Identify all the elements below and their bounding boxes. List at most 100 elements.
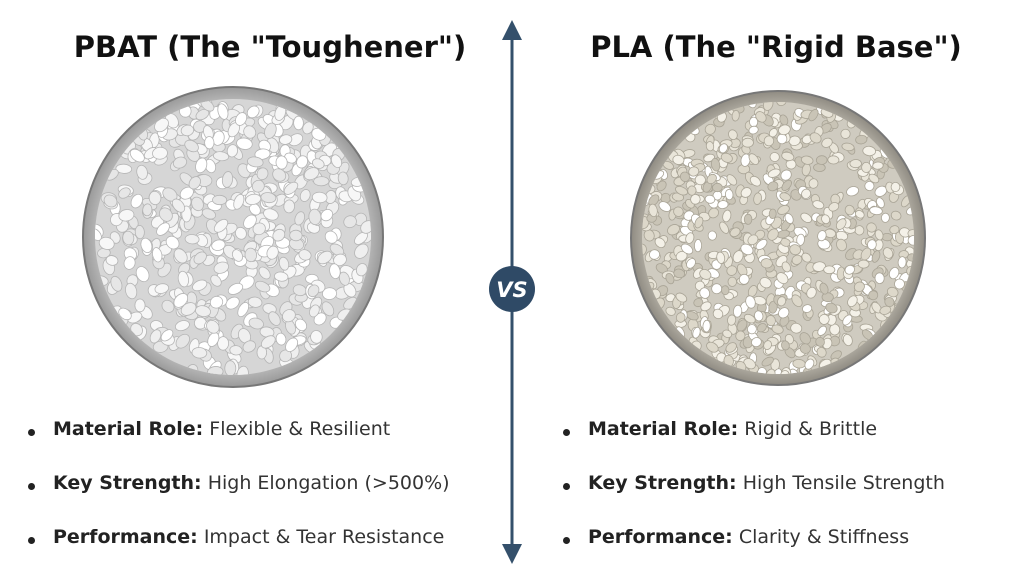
pellet <box>134 225 145 240</box>
pellet <box>769 152 780 162</box>
pellet <box>862 145 876 157</box>
pellet <box>254 148 271 160</box>
pellet <box>827 155 840 165</box>
pellet <box>103 194 118 208</box>
pellet <box>778 124 791 136</box>
pellet <box>840 128 851 139</box>
pellet <box>272 228 286 242</box>
pellet <box>337 171 349 186</box>
pellet <box>171 198 186 213</box>
pellet <box>836 238 847 252</box>
bullet-item: Key Strength: High Elongation (>500%) <box>28 472 450 526</box>
bullet-label: Performance: <box>53 526 198 548</box>
pellet <box>780 169 792 181</box>
pellet <box>767 181 779 192</box>
pellet <box>778 307 790 319</box>
pellet <box>212 151 230 162</box>
pellet <box>740 187 752 198</box>
pellet <box>665 293 676 303</box>
pellet <box>759 277 772 289</box>
pellet <box>294 211 306 226</box>
pellet <box>303 167 320 181</box>
pellet <box>693 239 703 253</box>
bullet-item: Performance: Clarity & Stiffness <box>563 526 945 580</box>
pellet <box>687 185 697 196</box>
pellet <box>329 243 345 256</box>
pellet <box>743 213 753 225</box>
pellet <box>154 283 170 294</box>
bullet-label: Key Strength: <box>53 472 202 494</box>
pellet <box>343 215 357 229</box>
pellet <box>771 324 784 334</box>
pellet <box>263 208 279 221</box>
pellet <box>667 224 680 236</box>
arrow-head <box>502 20 522 40</box>
bullet-text: Clarity & Stiffness <box>738 526 910 548</box>
pellet <box>705 141 715 152</box>
pellet <box>860 247 872 261</box>
pellet <box>864 181 875 192</box>
left-title: PBAT (The "Toughener") <box>73 30 467 64</box>
pellet <box>247 296 263 308</box>
pellet <box>217 336 230 351</box>
pellet <box>751 337 762 348</box>
pellet <box>889 225 900 235</box>
pellet <box>747 234 759 246</box>
vs-label: VS <box>496 278 527 302</box>
pellet <box>675 186 688 196</box>
pellet <box>868 290 879 301</box>
pellet <box>226 144 239 158</box>
pellet <box>195 305 211 317</box>
pellet <box>260 192 277 204</box>
pellet <box>809 132 822 144</box>
bullet-item: Performance: Impact & Tear Resistance <box>28 526 450 580</box>
pellet <box>866 222 877 233</box>
pellet <box>791 294 803 307</box>
pellet <box>235 112 248 126</box>
right-bullets: Material Role: Rigid & Brittle Key Streng… <box>563 418 945 580</box>
pellet <box>180 302 197 316</box>
pellet <box>808 108 819 122</box>
pellet <box>755 111 767 123</box>
pellet <box>152 146 168 160</box>
pellet <box>648 203 658 218</box>
pellet <box>690 194 701 205</box>
pellet <box>808 178 819 189</box>
pellet <box>821 214 831 225</box>
pellet <box>338 271 350 286</box>
pellet <box>741 137 754 148</box>
pellet <box>847 295 858 308</box>
pellet <box>748 153 760 165</box>
pellet <box>874 272 885 284</box>
pellet <box>688 166 700 177</box>
pellet <box>806 286 817 299</box>
pellet <box>193 251 207 265</box>
pellet <box>699 268 712 280</box>
pellet <box>313 176 330 187</box>
pellet <box>812 261 826 272</box>
pellet <box>722 329 733 339</box>
pellet <box>227 282 244 295</box>
pellet <box>333 253 347 267</box>
pellet <box>134 298 146 313</box>
pellet <box>717 200 729 210</box>
pellet <box>729 227 741 238</box>
pellet <box>874 229 884 241</box>
pbat-pellets <box>95 99 371 375</box>
pellet <box>890 210 902 221</box>
pellet <box>711 157 721 172</box>
pellet <box>776 102 787 107</box>
pellet <box>867 239 877 251</box>
bullet-item: Material Role: Rigid & Brittle <box>563 418 945 472</box>
pellet <box>648 194 660 207</box>
pellet <box>731 109 740 122</box>
pellet <box>330 154 343 169</box>
pellet <box>823 265 836 275</box>
pellet <box>776 272 789 285</box>
pellet <box>209 295 224 309</box>
pellet <box>125 282 138 300</box>
pellet <box>656 180 667 192</box>
pellet <box>725 342 737 353</box>
